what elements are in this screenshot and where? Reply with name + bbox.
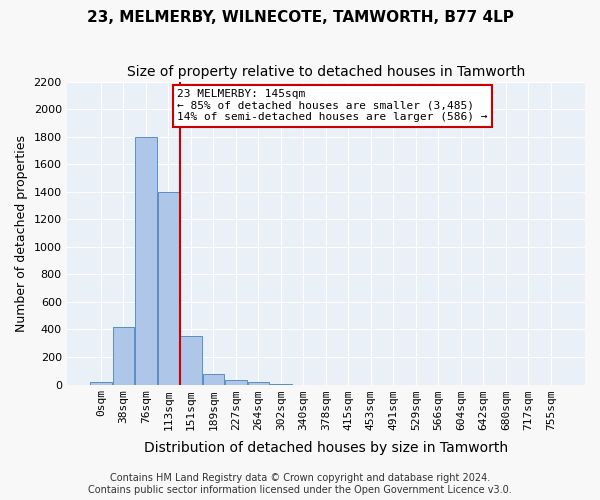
Bar: [180, 336, 202, 384]
Bar: [135, 136, 157, 384]
Bar: [90, 382, 112, 384]
Text: 23 MELMERBY: 145sqm
← 85% of detached houses are smaller (3,485)
14% of semi-det: 23 MELMERBY: 145sqm ← 85% of detached ho…: [178, 89, 488, 122]
X-axis label: Distribution of detached houses by size in Tamworth: Distribution of detached houses by size …: [144, 441, 508, 455]
Y-axis label: Number of detached properties: Number of detached properties: [15, 134, 28, 332]
Bar: [248, 382, 269, 384]
Title: Size of property relative to detached houses in Tamworth: Size of property relative to detached ho…: [127, 65, 525, 79]
Bar: [225, 380, 247, 384]
Bar: [158, 192, 179, 384]
Bar: [113, 326, 134, 384]
Text: Contains HM Land Registry data © Crown copyright and database right 2024.
Contai: Contains HM Land Registry data © Crown c…: [88, 474, 512, 495]
Text: 23, MELMERBY, WILNECOTE, TAMWORTH, B77 4LP: 23, MELMERBY, WILNECOTE, TAMWORTH, B77 4…: [86, 10, 514, 25]
Bar: [203, 374, 224, 384]
